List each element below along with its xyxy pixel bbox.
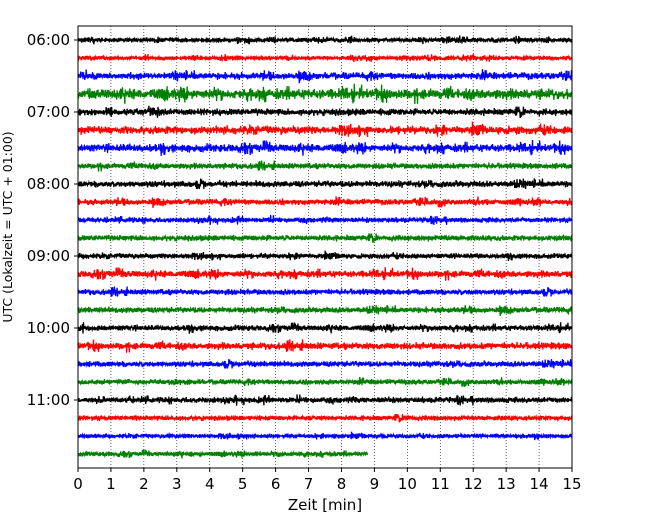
y-tick-label-1: 07:00 [27, 103, 70, 121]
trace-0930 [77, 286, 573, 297]
x-tick-label-0: 0 [73, 475, 83, 493]
trace-0945 [77, 304, 573, 317]
y-tick-label-2: 08:00 [27, 175, 70, 193]
trace-0700 [77, 105, 573, 118]
trace-1115 [77, 413, 573, 423]
trace-0815 [77, 196, 573, 209]
trace-1000 [77, 322, 573, 334]
x-tick-label-14: 14 [530, 475, 549, 493]
y-tick-label-5: 11:00 [27, 391, 70, 409]
x-axis-label: Zeit [min] [288, 496, 362, 514]
x-tick-label-9: 9 [370, 475, 380, 493]
trace-0645 [77, 83, 573, 105]
x-tick-label-13: 13 [497, 475, 516, 493]
trace-1045 [77, 376, 573, 387]
trace-0900 [77, 250, 573, 262]
x-tick-label-10: 10 [398, 475, 417, 493]
trace-0630 [77, 69, 573, 84]
seismic-traces [77, 35, 573, 459]
x-tick-label-15: 15 [562, 475, 581, 493]
trace-0600 [77, 35, 573, 45]
y-axis-label: UTC (Lokalzeit = UTC + 01:00) [0, 131, 15, 322]
trace-0915 [77, 267, 573, 281]
y-tick-label-3: 09:00 [27, 247, 70, 265]
trace-0615 [77, 53, 573, 63]
trace-1100 [77, 394, 573, 406]
trace-1145 [77, 449, 369, 459]
trace-0745 [77, 160, 573, 172]
trace-1030 [77, 358, 573, 369]
trace-0830 [77, 215, 573, 226]
x-tick-label-2: 2 [139, 475, 149, 493]
x-tick-label-8: 8 [337, 475, 347, 493]
x-tick-label-12: 12 [464, 475, 483, 493]
plot-frame [77, 25, 573, 469]
y-tick-label-0: 06:00 [27, 31, 70, 49]
x-tick-label-5: 5 [238, 475, 248, 493]
trace-0730 [77, 139, 573, 156]
x-tick-label-11: 11 [431, 475, 450, 493]
trace-0800 [77, 178, 573, 190]
trace-0845 [77, 233, 573, 243]
y-axis-ticks: 06:00 07:00 08:00 09:00 10:00 11:00 [27, 31, 78, 409]
trace-1015 [77, 339, 573, 353]
trace-1130 [77, 431, 573, 441]
trace-0715 [77, 121, 573, 138]
x-tick-label-4: 4 [205, 475, 215, 493]
x-tick-label-1: 1 [106, 475, 116, 493]
y-tick-label-4: 10:00 [27, 319, 70, 337]
x-axis-ticks: 0 1 2 3 4 5 6 7 8 9 10 11 12 13 14 15 [73, 468, 582, 493]
x-tick-label-6: 6 [271, 475, 281, 493]
x-tick-label-3: 3 [172, 475, 182, 493]
x-tick-label-7: 7 [304, 475, 314, 493]
